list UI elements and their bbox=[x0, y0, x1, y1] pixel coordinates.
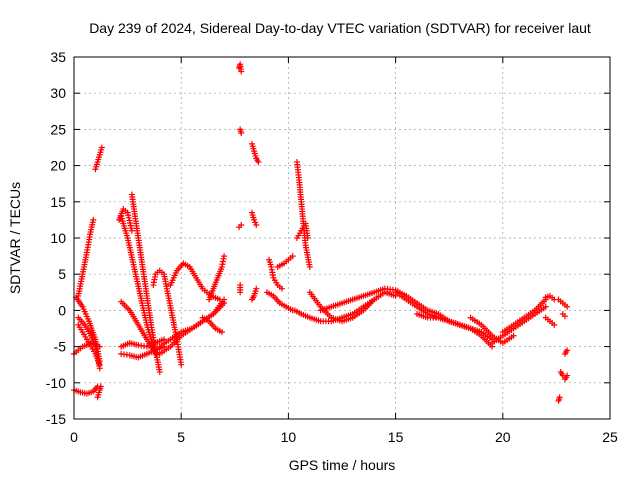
series-s27 bbox=[248, 285, 260, 303]
data-point bbox=[156, 368, 163, 375]
series-s48 bbox=[561, 372, 571, 383]
chart-title: Day 239 of 2024, Sidereal Day-to-day VTE… bbox=[89, 20, 591, 36]
y-axis-label: SDTVAR / TECUs bbox=[7, 182, 23, 294]
series-s49 bbox=[555, 394, 563, 404]
series-s44 bbox=[555, 296, 571, 310]
data-point bbox=[289, 253, 296, 260]
y-tick-label: 10 bbox=[50, 230, 66, 246]
x-tick-label: 0 bbox=[70, 429, 78, 445]
axis-ticks bbox=[73, 56, 611, 420]
data-point bbox=[98, 144, 105, 151]
series-s30 bbox=[263, 289, 296, 314]
data-point bbox=[178, 361, 185, 368]
y-tick-label: 30 bbox=[50, 85, 66, 101]
data-point bbox=[221, 253, 228, 260]
series-s01 bbox=[71, 383, 101, 397]
data-point bbox=[564, 347, 571, 354]
series-s18 bbox=[167, 260, 223, 303]
data-point bbox=[90, 216, 97, 223]
y-tick-label: 5 bbox=[58, 266, 66, 282]
data-point bbox=[561, 313, 568, 320]
grid-lines bbox=[74, 57, 610, 419]
data-point bbox=[237, 282, 244, 289]
series-s21 bbox=[236, 61, 245, 75]
series-s43 bbox=[542, 314, 558, 328]
y-tick-labels: -15 -10 -5 0 5 10 15 20 25 30 35 bbox=[46, 49, 66, 427]
y-tick-label: 15 bbox=[50, 194, 66, 210]
x-tick-labels: 0 5 10 15 20 25 bbox=[70, 429, 618, 445]
x-axis-label: GPS time / hours bbox=[289, 457, 396, 473]
data-point bbox=[564, 303, 571, 310]
x-tick-label: 10 bbox=[281, 429, 297, 445]
series-s23 bbox=[236, 221, 245, 231]
series-s39 bbox=[467, 314, 517, 346]
data-point bbox=[551, 321, 558, 328]
series-s05 bbox=[75, 216, 97, 299]
data-point bbox=[253, 221, 260, 228]
data-point bbox=[556, 394, 563, 401]
series-s38 bbox=[414, 311, 496, 350]
data-point bbox=[510, 332, 517, 339]
data-point bbox=[218, 329, 225, 336]
data-point bbox=[304, 235, 311, 241]
data-point bbox=[96, 365, 103, 372]
series-s46 bbox=[561, 347, 571, 357]
data-point bbox=[97, 383, 104, 390]
series-s32 bbox=[293, 220, 311, 241]
x-tick-label: 20 bbox=[495, 429, 511, 445]
x-tick-label: 5 bbox=[177, 429, 185, 445]
data-point bbox=[238, 221, 245, 228]
series-s15 bbox=[150, 267, 185, 368]
y-tick-label: 25 bbox=[50, 121, 66, 137]
series-s19 bbox=[206, 253, 228, 303]
series-s14 bbox=[118, 298, 159, 357]
y-tick-label: -15 bbox=[46, 411, 66, 427]
series-s28 bbox=[266, 256, 285, 292]
series-s20 bbox=[199, 314, 225, 336]
series-s34 bbox=[306, 289, 399, 325]
series-s26 bbox=[248, 209, 260, 228]
series-s24 bbox=[237, 282, 244, 296]
series-s22 bbox=[237, 126, 245, 137]
y-tick-label: -10 bbox=[46, 375, 66, 391]
data-point bbox=[238, 68, 245, 75]
series-s07 bbox=[92, 144, 105, 173]
series-s25 bbox=[248, 140, 262, 165]
series-s45 bbox=[559, 311, 568, 320]
series-s42 bbox=[542, 292, 558, 303]
data-point bbox=[216, 296, 223, 303]
data-point bbox=[542, 303, 549, 310]
y-tick-label: 20 bbox=[50, 158, 66, 174]
series-s29 bbox=[274, 253, 296, 270]
series-s06 bbox=[75, 314, 103, 372]
data-points bbox=[71, 61, 571, 404]
data-point bbox=[278, 285, 285, 292]
data-point bbox=[255, 158, 262, 165]
data-point bbox=[128, 227, 135, 234]
y-tick-label: -5 bbox=[54, 339, 67, 355]
data-point bbox=[253, 285, 260, 292]
series-s08 bbox=[94, 383, 104, 401]
y-tick-label: 0 bbox=[58, 302, 66, 318]
x-tick-label: 15 bbox=[388, 429, 404, 445]
data-point bbox=[238, 130, 245, 137]
data-point bbox=[306, 263, 313, 270]
y-tick-label: 35 bbox=[50, 49, 66, 65]
x-tick-label: 25 bbox=[602, 429, 618, 445]
data-point bbox=[564, 372, 571, 379]
